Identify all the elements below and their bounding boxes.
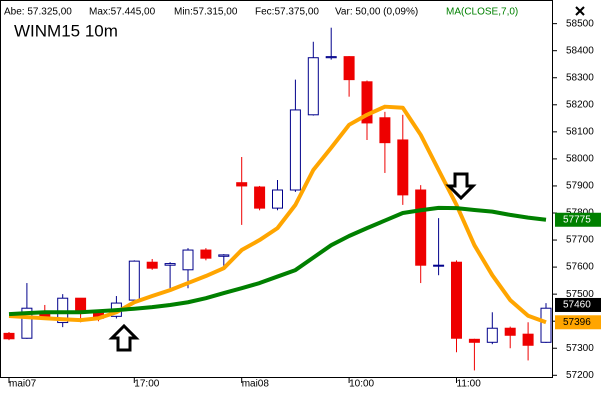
ma-line <box>8 104 547 325</box>
candle-body <box>486 327 498 343</box>
y-tick-label: 58100 <box>566 126 594 137</box>
candle-body <box>3 332 15 340</box>
x-tick-label: 10:00 <box>349 379 374 390</box>
candle-body <box>272 189 283 209</box>
candle-body <box>415 189 427 266</box>
y-tick-label: 57600 <box>566 262 594 273</box>
candle-body <box>468 338 480 343</box>
candle-body <box>289 109 301 191</box>
y-tick-label: 57500 <box>566 289 594 300</box>
candle-body <box>343 56 355 81</box>
y-tick-label: 58300 <box>566 72 594 83</box>
price-badge-label: 57460 <box>563 300 591 311</box>
candle-body <box>397 139 409 196</box>
ma-line <box>8 205 547 317</box>
candle-body <box>307 57 319 116</box>
candle-body <box>433 264 445 267</box>
candle-body <box>504 327 516 336</box>
y-tick-label: 58400 <box>566 45 594 56</box>
y-tick-label: 58500 <box>566 18 594 29</box>
price-badge <box>555 297 601 312</box>
price-badge <box>555 212 601 227</box>
info-open: Abe: 57.325,00 <box>4 7 72 18</box>
x-tick-label: 11:00 <box>457 379 482 390</box>
x-tick-label: mai08 <box>242 379 270 390</box>
legend-entry: MA(CLOSE,7,0) <box>446 7 518 18</box>
info-max: Max:57.445,00 <box>89 7 156 18</box>
candle-body <box>164 263 176 266</box>
price-badge <box>555 315 601 330</box>
price-badge-label: 57396 <box>563 317 591 328</box>
candle-body <box>146 261 158 269</box>
candle-body <box>254 186 266 209</box>
candle-body <box>522 333 534 346</box>
candle-body <box>540 307 552 343</box>
candle-body <box>325 56 337 59</box>
candle-body <box>128 260 140 301</box>
up-arrow <box>108 323 140 352</box>
price-badge-label: 57775 <box>563 214 591 225</box>
candle-body <box>379 117 391 144</box>
candle-body <box>451 261 462 339</box>
y-tick-label: 57200 <box>566 370 594 381</box>
chart-title: WINM15 10m <box>14 21 118 40</box>
down-arrow <box>445 172 477 201</box>
y-tick-label: 58000 <box>566 154 594 165</box>
candle-body <box>200 249 212 259</box>
candle-body <box>236 182 248 187</box>
info-min: Min:57.315,00 <box>174 7 238 18</box>
y-tick-label: 57300 <box>566 343 594 354</box>
y-tick-label: 57900 <box>566 181 594 192</box>
close-button[interactable] <box>575 6 585 16</box>
candle-body <box>21 307 33 339</box>
info-close: Fec:57.375,00 <box>255 7 319 18</box>
info-var: Var: 50,00 (0,09%) <box>335 7 418 18</box>
candle-body <box>182 249 194 271</box>
candle-body <box>218 254 230 257</box>
x-tick-label: mai07 <box>9 379 37 390</box>
y-tick-label: 57700 <box>566 235 594 246</box>
y-tick-label: 58200 <box>566 99 594 110</box>
x-tick-label: 17:00 <box>134 379 159 390</box>
candle-body <box>361 81 373 124</box>
plot-frame <box>0 0 553 378</box>
